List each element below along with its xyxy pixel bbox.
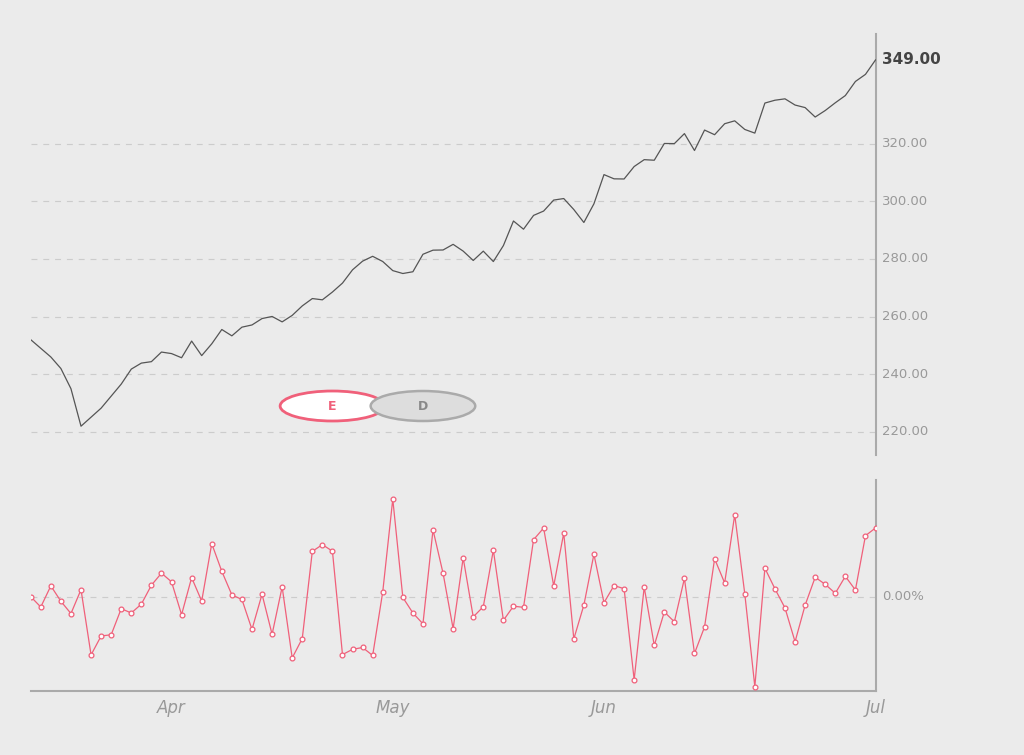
Point bbox=[496, 615, 512, 627]
Point bbox=[536, 522, 552, 534]
Point bbox=[565, 633, 582, 645]
Point bbox=[505, 600, 521, 612]
Point bbox=[33, 601, 49, 613]
Point bbox=[636, 581, 652, 593]
Point bbox=[736, 587, 753, 599]
Point bbox=[485, 544, 502, 556]
Point bbox=[334, 649, 350, 661]
Point bbox=[707, 553, 723, 565]
Point bbox=[83, 649, 99, 661]
Point bbox=[154, 567, 170, 579]
Point bbox=[314, 538, 331, 550]
Point bbox=[194, 595, 210, 607]
Point bbox=[394, 591, 411, 603]
Point bbox=[726, 509, 742, 521]
Point bbox=[415, 618, 431, 630]
Point bbox=[143, 579, 160, 591]
Point bbox=[52, 595, 69, 607]
Text: E: E bbox=[328, 399, 337, 412]
Point bbox=[404, 607, 421, 619]
Text: 0.00%: 0.00% bbox=[883, 590, 924, 603]
Circle shape bbox=[371, 391, 475, 421]
Point bbox=[254, 588, 270, 600]
Point bbox=[455, 552, 471, 564]
Point bbox=[686, 647, 702, 659]
Point bbox=[354, 642, 371, 654]
Point bbox=[183, 572, 200, 584]
Point bbox=[827, 587, 844, 599]
Point bbox=[294, 633, 310, 645]
Point bbox=[867, 522, 884, 534]
Point bbox=[838, 570, 854, 582]
Point bbox=[676, 572, 692, 584]
Text: D: D bbox=[418, 399, 428, 412]
Point bbox=[606, 580, 623, 592]
Point bbox=[807, 572, 823, 584]
Point bbox=[797, 599, 813, 612]
Point bbox=[667, 616, 683, 628]
Point bbox=[163, 576, 180, 588]
Point bbox=[596, 596, 612, 609]
Point bbox=[385, 493, 401, 505]
Point bbox=[365, 649, 381, 661]
Point bbox=[62, 608, 79, 620]
Point bbox=[575, 599, 592, 611]
Point bbox=[344, 643, 360, 655]
Point bbox=[817, 578, 834, 590]
Point bbox=[304, 545, 321, 557]
Point bbox=[214, 565, 230, 578]
Point bbox=[717, 577, 733, 589]
Point bbox=[274, 581, 291, 593]
Text: 260.00: 260.00 bbox=[883, 310, 929, 323]
Point bbox=[757, 562, 773, 575]
Point bbox=[767, 583, 783, 595]
Point bbox=[264, 628, 281, 640]
Point bbox=[133, 598, 150, 610]
Point bbox=[475, 601, 492, 613]
Point bbox=[23, 590, 39, 602]
Point bbox=[525, 534, 542, 546]
Point bbox=[73, 584, 89, 596]
Text: 280.00: 280.00 bbox=[883, 252, 929, 266]
Point bbox=[515, 601, 531, 613]
Point bbox=[43, 580, 59, 592]
Point bbox=[425, 524, 441, 536]
Point bbox=[746, 680, 763, 692]
Point bbox=[444, 623, 461, 635]
Text: 220.00: 220.00 bbox=[883, 426, 929, 439]
Text: 349.00: 349.00 bbox=[883, 52, 941, 67]
Point bbox=[223, 589, 240, 601]
Point bbox=[375, 586, 391, 598]
Point bbox=[325, 545, 341, 557]
Point bbox=[586, 548, 602, 560]
Point bbox=[113, 602, 129, 615]
Point bbox=[777, 602, 794, 614]
Point bbox=[696, 621, 713, 633]
Point bbox=[556, 527, 572, 539]
Text: 240.00: 240.00 bbox=[883, 368, 929, 381]
Point bbox=[857, 530, 873, 542]
Point bbox=[847, 584, 863, 596]
Point bbox=[123, 607, 139, 619]
Point bbox=[435, 567, 452, 579]
Point bbox=[173, 609, 189, 621]
Point bbox=[656, 606, 673, 618]
Text: 300.00: 300.00 bbox=[883, 195, 929, 208]
Point bbox=[284, 652, 300, 664]
Point bbox=[93, 630, 110, 642]
Point bbox=[546, 580, 562, 592]
Point bbox=[626, 673, 642, 686]
Point bbox=[233, 593, 250, 606]
Point bbox=[786, 636, 803, 648]
Point bbox=[465, 611, 481, 623]
Point bbox=[103, 629, 120, 641]
Point bbox=[244, 624, 260, 636]
Point bbox=[204, 538, 220, 550]
Point bbox=[615, 583, 632, 595]
Point bbox=[646, 639, 663, 652]
Circle shape bbox=[281, 391, 385, 421]
Text: 320.00: 320.00 bbox=[883, 137, 929, 150]
